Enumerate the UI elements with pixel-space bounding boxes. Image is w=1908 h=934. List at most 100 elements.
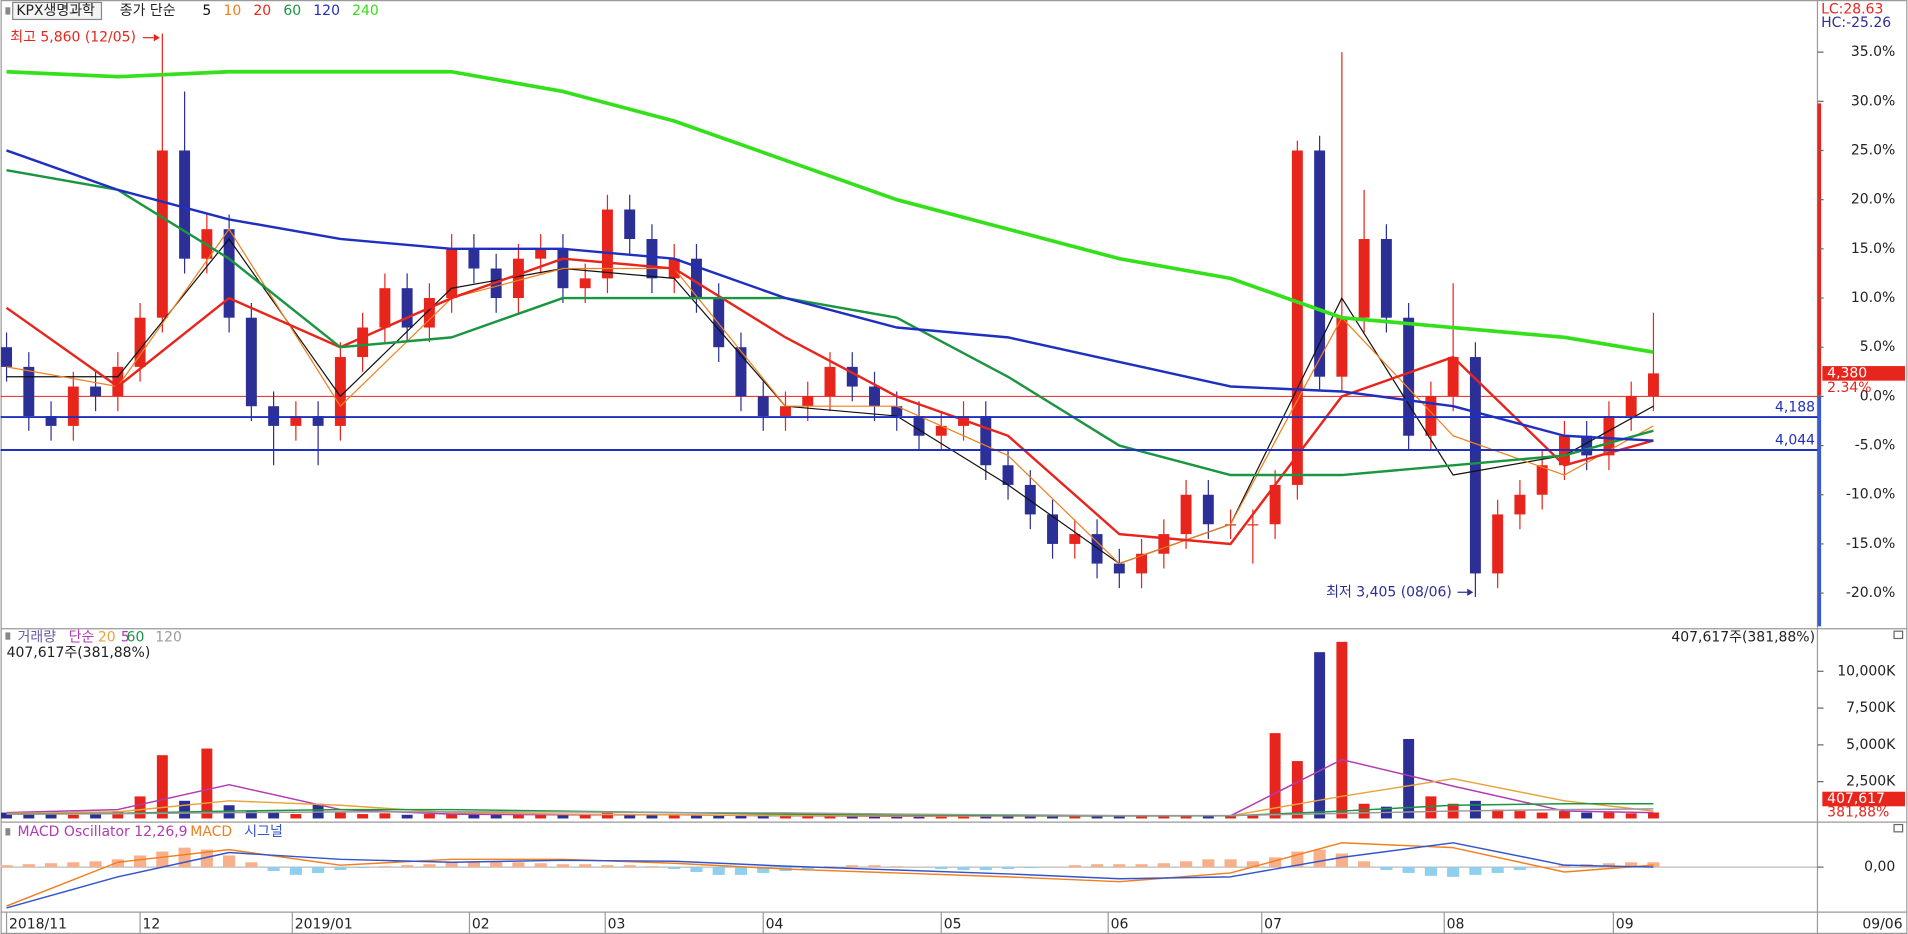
oscillator-bar — [935, 867, 948, 870]
oscillator-bar — [1269, 857, 1282, 868]
volume-bar — [1069, 816, 1081, 819]
candle-body — [1002, 465, 1014, 485]
volume-bar — [757, 815, 769, 819]
volume-bar — [1336, 641, 1348, 819]
volume-bar — [1136, 816, 1148, 819]
y-tick-label: -10.0% — [1846, 487, 1895, 503]
y-tick-label: 7,500K — [1846, 700, 1896, 716]
oscillator-bar — [1157, 863, 1170, 868]
y-tick-label: 0,00 — [1864, 859, 1895, 875]
legend-entry: 5 — [121, 629, 130, 645]
y-tick-label: 30.0% — [1851, 93, 1895, 109]
oscillator-bar — [1424, 867, 1437, 876]
ma-line — [6, 842, 1654, 909]
x-tick-label: 2019/01 — [295, 916, 353, 932]
legend-prefix: 단순 — [69, 629, 95, 645]
oscillator-bar — [1113, 864, 1126, 868]
oscillator-bar — [289, 867, 302, 875]
y-tick-label: 20.0% — [1851, 192, 1895, 208]
candle-body — [1603, 416, 1615, 456]
candle-body — [1291, 150, 1303, 485]
x-tick-label: 05 — [944, 916, 962, 932]
oscillator-bar — [645, 866, 659, 868]
candle-body — [446, 248, 458, 299]
x-tick-label: 03 — [608, 916, 626, 932]
volume-bar — [1625, 813, 1637, 819]
candle-body — [601, 209, 613, 279]
oscillator-bar — [312, 867, 325, 873]
oscillator-bar — [490, 861, 503, 868]
volume-bar — [824, 815, 836, 819]
candle-body — [90, 386, 102, 397]
volume-bar — [1269, 733, 1281, 819]
pane-button[interactable] — [1893, 630, 1904, 640]
volume-bar — [1002, 815, 1014, 819]
oscillator-bar — [1224, 859, 1237, 868]
x-tick-label: 12 — [143, 916, 161, 932]
volume-bar — [1603, 812, 1615, 819]
volume-bar — [713, 814, 725, 819]
candle-body — [290, 416, 302, 426]
candle-body — [735, 347, 747, 397]
candle-body — [1113, 563, 1125, 574]
oscillator-bar — [1202, 859, 1215, 868]
volume-bar — [1091, 815, 1103, 819]
candle-body — [1492, 514, 1504, 574]
volume-bar — [1202, 816, 1214, 819]
candle-body — [869, 386, 880, 407]
candle-body — [713, 298, 725, 348]
volume-bar — [446, 813, 458, 819]
candle-body — [423, 298, 435, 328]
candle-body — [1202, 494, 1214, 525]
oscillator-bar — [1602, 863, 1616, 868]
candle-body — [312, 416, 324, 426]
annotation-arrow — [1467, 588, 1474, 596]
x-tick-label: 08 — [1447, 916, 1465, 932]
pane-button[interactable] — [1893, 823, 1904, 833]
candle-body — [1514, 494, 1526, 515]
stock-box[interactable] — [12, 1, 103, 21]
oscillator-bar — [1625, 862, 1638, 868]
volume-bar — [624, 814, 636, 819]
volume-bar — [468, 814, 480, 819]
candle-body — [1469, 357, 1481, 574]
volume-bar — [913, 816, 925, 819]
candle-body — [1647, 373, 1659, 397]
candle-body — [23, 366, 35, 417]
candle-body — [1358, 239, 1370, 318]
candle-body — [891, 406, 903, 417]
pane-marker — [5, 7, 11, 15]
candle-body — [1247, 524, 1259, 526]
volume-ratio: 381,88% — [1827, 804, 1889, 820]
oscillator-bar — [1024, 867, 1037, 869]
volume-bar — [980, 815, 992, 819]
ma-line — [6, 69, 1654, 354]
legend-entry: 120 — [313, 3, 340, 19]
legend-entry: 20 — [98, 629, 116, 645]
y-tick-label: 2,500K — [1846, 774, 1896, 790]
oscillator-bar — [512, 862, 525, 868]
volume-bar — [379, 813, 391, 819]
oscillator-bar — [690, 867, 703, 872]
candle-body — [512, 258, 524, 299]
volume-bar — [846, 816, 858, 819]
cursor-date: 09/06 — [1862, 916, 1902, 932]
volume-bar — [1, 812, 13, 819]
oscillator-bar — [579, 864, 592, 868]
volume-last-label: 407,617 — [1827, 791, 1885, 807]
volume-bar — [535, 814, 547, 819]
oscillator-bar — [156, 851, 169, 868]
legend-entry: 120 — [155, 629, 182, 645]
oscillator-bar — [1647, 862, 1660, 868]
volume-bar — [1558, 811, 1570, 819]
oscillator-bar — [1246, 861, 1259, 868]
oscillator-bar — [445, 862, 458, 868]
volume-bar — [646, 814, 658, 819]
y-tick-label: 25.0% — [1851, 142, 1895, 158]
price-label: 4,380 — [1827, 365, 1867, 381]
volume-bar — [1158, 815, 1170, 819]
volume-bar — [312, 803, 324, 819]
volume-bar — [512, 814, 524, 819]
pane-marker — [5, 828, 11, 836]
